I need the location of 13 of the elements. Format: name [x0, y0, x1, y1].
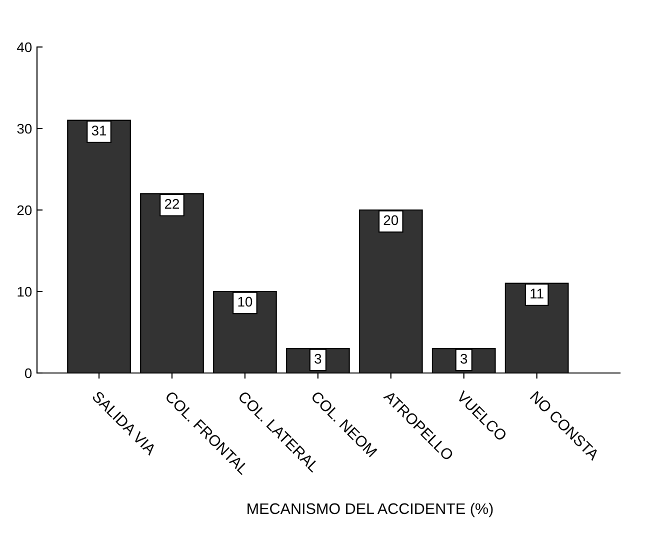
data-label: 10	[238, 296, 252, 307]
data-label: 20	[384, 215, 398, 226]
y-tick-label: 40	[17, 42, 32, 52]
data-label: 11	[530, 288, 544, 298]
y-tick-label: 20	[17, 205, 32, 216]
y-tick-label: 0	[24, 368, 32, 378]
data-label: 31	[92, 126, 106, 136]
data-label: 3	[314, 354, 322, 364]
data-label: 22	[164, 199, 180, 209]
data-label: 3	[460, 354, 468, 364]
y-tick-label: 10	[18, 286, 32, 297]
y-tick-label: 30	[17, 124, 32, 134]
x-axis-title: MECANISMO DEL ACCIDENTE (%)	[248, 502, 493, 518]
